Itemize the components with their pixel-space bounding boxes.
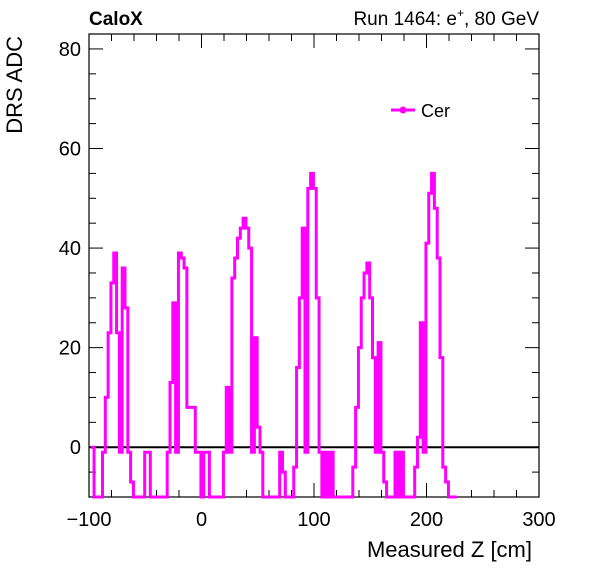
header-run-energy: , 80 GeV	[464, 9, 539, 30]
x-tick-label: 300	[522, 509, 555, 531]
x-tick-label: 200	[410, 509, 443, 531]
y-tick-label: 60	[59, 139, 81, 161]
header-run-info: Run 1464: e+, 80 GeV	[353, 6, 539, 30]
x-axis-label: Measured Z [cm]	[367, 537, 532, 562]
axis-ticks	[88, 34, 540, 498]
y-tick-label: 20	[59, 338, 81, 360]
x-tick-label: 100	[297, 509, 330, 531]
header-run-superscript: +	[457, 6, 464, 20]
header-run-label: Run 1464: e	[353, 9, 457, 30]
header-experiment: CaloX	[89, 9, 143, 30]
y-tick-label: 0	[70, 437, 81, 459]
legend: Cer	[391, 101, 450, 121]
series-cer-line	[91, 171, 457, 499]
y-tick-labels: 0 20 40 60 80	[59, 39, 81, 459]
legend-label-cer: Cer	[421, 101, 450, 121]
x-tick-label: −100	[66, 509, 111, 531]
x-tick-label: 0	[196, 509, 207, 531]
y-tick-label: 80	[59, 39, 81, 61]
legend-marker-cer	[399, 106, 407, 114]
x-tick-labels: −100 0 100 200 300	[66, 509, 555, 531]
y-tick-label: 40	[59, 238, 81, 260]
y-axis-label: DRS ADC	[2, 36, 27, 134]
